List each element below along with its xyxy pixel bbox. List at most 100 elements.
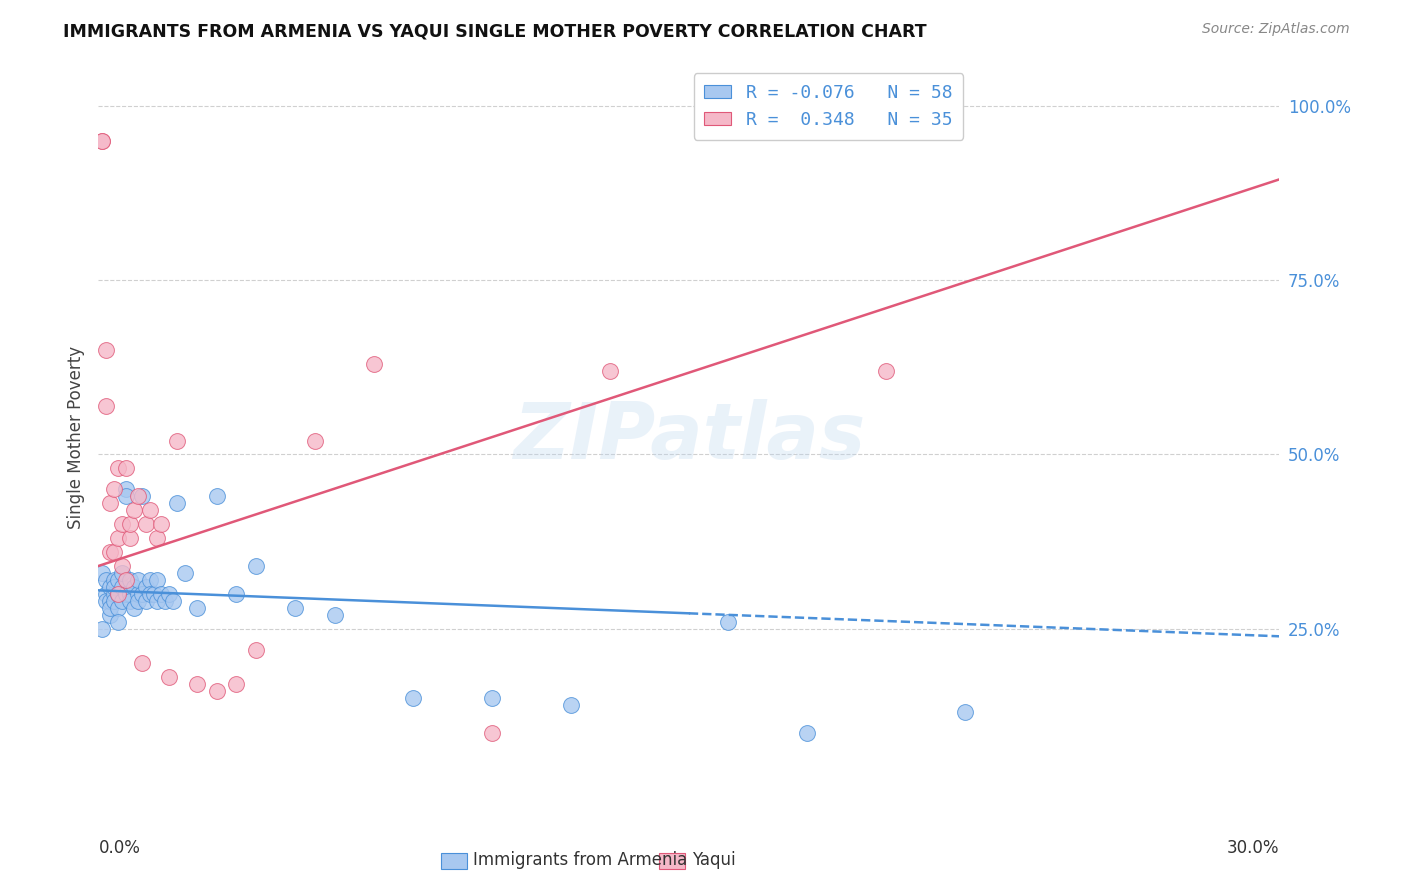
Point (115, 483, 138, 497)
Point (186, 677, 208, 691)
Point (98, 545, 121, 559)
Point (796, 726, 818, 740)
Point (162, 594, 184, 608)
Point (127, 489, 149, 503)
Point (103, 545, 125, 559)
Text: Yaqui: Yaqui (693, 851, 737, 869)
Point (107, 600, 129, 615)
Point (118, 587, 141, 601)
Text: 0.0%: 0.0% (98, 839, 141, 857)
Point (205, 684, 228, 698)
Point (107, 587, 129, 601)
Point (103, 594, 125, 608)
Point (111, 594, 134, 608)
Point (225, 677, 247, 691)
Point (150, 517, 173, 532)
Point (131, 489, 153, 503)
Point (103, 573, 125, 587)
Point (127, 594, 149, 608)
Point (96, 594, 118, 608)
Point (323, 607, 346, 622)
Point (111, 566, 134, 580)
Point (91, 622, 114, 636)
Point (481, 691, 503, 706)
Y-axis label: Single Mother Poverty: Single Mother Poverty (66, 345, 84, 529)
Point (98, 600, 121, 615)
Point (135, 580, 157, 594)
Point (122, 600, 145, 615)
Point (146, 594, 169, 608)
Point (205, 489, 228, 503)
Point (245, 558, 267, 573)
Text: IMMIGRANTS FROM ARMENIA VS YAQUI SINGLE MOTHER POVERTY CORRELATION CHART: IMMIGRANTS FROM ARMENIA VS YAQUI SINGLE … (63, 22, 927, 40)
Point (225, 587, 247, 601)
Bar (441, 853, 467, 869)
Point (107, 587, 129, 601)
Legend: R = -0.076   N = 58, R =  0.348   N = 35: R = -0.076 N = 58, R = 0.348 N = 35 (693, 73, 963, 140)
Point (115, 489, 138, 503)
Point (98, 594, 121, 608)
Point (138, 503, 160, 517)
Point (118, 517, 141, 532)
Point (91, 134, 114, 148)
Point (96, 573, 118, 587)
Point (166, 434, 188, 448)
Point (96, 399, 118, 413)
Point (96, 587, 118, 601)
Point (127, 573, 149, 587)
Point (115, 587, 138, 601)
Point (142, 587, 165, 601)
Point (138, 573, 160, 587)
Point (103, 587, 125, 601)
Point (118, 573, 141, 587)
Point (91, 134, 114, 148)
Point (155, 594, 177, 608)
Point (118, 594, 141, 608)
Point (111, 558, 134, 573)
Point (599, 364, 621, 378)
Point (135, 594, 157, 608)
Point (98, 496, 121, 510)
Point (157, 587, 180, 601)
Text: ZIPatlas: ZIPatlas (513, 399, 865, 475)
Point (157, 670, 180, 684)
Text: Source: ZipAtlas.com: Source: ZipAtlas.com (1202, 22, 1350, 37)
Point (146, 573, 169, 587)
Point (150, 587, 173, 601)
Point (174, 566, 197, 580)
Point (953, 705, 976, 719)
Point (245, 642, 267, 657)
Point (875, 364, 897, 378)
Point (103, 580, 125, 594)
Point (111, 580, 134, 594)
Point (402, 691, 425, 706)
Point (115, 573, 138, 587)
Point (98, 607, 121, 622)
Point (481, 726, 503, 740)
Point (717, 615, 740, 629)
Point (135, 517, 157, 532)
Point (363, 357, 385, 371)
Point (304, 434, 326, 448)
Point (122, 503, 145, 517)
Point (127, 587, 149, 601)
Point (284, 600, 307, 615)
Point (118, 531, 141, 545)
Point (107, 615, 129, 629)
Point (107, 573, 129, 587)
Bar (659, 853, 685, 869)
Point (131, 657, 153, 671)
Point (122, 580, 145, 594)
Point (111, 517, 134, 532)
Point (91, 566, 114, 580)
Point (146, 531, 169, 545)
Point (166, 496, 188, 510)
Point (96, 343, 118, 357)
Point (138, 587, 160, 601)
Point (186, 600, 208, 615)
Text: 30.0%: 30.0% (1227, 839, 1279, 857)
Point (98, 580, 121, 594)
Text: Immigrants from Armenia: Immigrants from Armenia (472, 851, 688, 869)
Point (107, 461, 129, 475)
Point (107, 531, 129, 545)
